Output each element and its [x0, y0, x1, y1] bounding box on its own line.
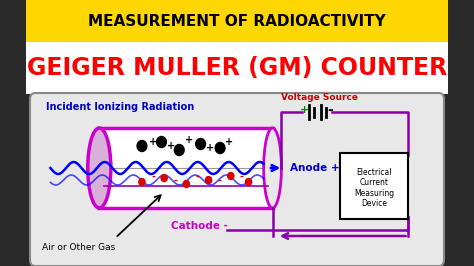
Text: +: + [185, 135, 193, 145]
Circle shape [156, 136, 166, 148]
FancyBboxPatch shape [340, 153, 408, 219]
Bar [27, 0, 447, 42]
Circle shape [205, 177, 212, 184]
Bar [27, 42, 447, 94]
Text: +: + [300, 105, 309, 115]
Circle shape [246, 178, 252, 185]
Text: Electrical
Current
Measuring
Device: Electrical Current Measuring Device [354, 168, 394, 208]
Circle shape [139, 178, 145, 185]
Text: +: + [148, 137, 157, 147]
Text: +: + [225, 137, 233, 147]
Text: MEASUREMENT OF RADIOACTIVITY: MEASUREMENT OF RADIOACTIVITY [88, 14, 386, 28]
Ellipse shape [88, 128, 111, 208]
Text: Cathode -: Cathode - [171, 221, 228, 231]
Text: GEIGER MULLER (GM) COUNTER: GEIGER MULLER (GM) COUNTER [27, 56, 447, 80]
Circle shape [174, 144, 184, 156]
Text: -: - [328, 103, 333, 117]
Text: +: + [167, 141, 175, 151]
Circle shape [137, 140, 147, 152]
Text: -: - [195, 172, 199, 182]
Text: Incident Ionizing Radiation: Incident Ionizing Radiation [46, 102, 194, 112]
Circle shape [196, 139, 205, 149]
Text: +: + [206, 143, 214, 153]
FancyBboxPatch shape [30, 93, 444, 266]
Text: -: - [217, 176, 221, 186]
Bar [27, 94, 447, 266]
Text: Anode +: Anode + [290, 163, 340, 173]
Text: -: - [239, 172, 244, 182]
Text: -: - [152, 172, 155, 182]
Text: -: - [173, 176, 178, 186]
Bar [99, 128, 273, 208]
Ellipse shape [264, 128, 282, 208]
Circle shape [215, 143, 225, 153]
Circle shape [183, 181, 190, 188]
Circle shape [161, 174, 167, 181]
Text: Air or Other Gas: Air or Other Gas [43, 243, 116, 252]
Text: Voltage Source: Voltage Source [281, 93, 358, 102]
Circle shape [228, 172, 234, 180]
